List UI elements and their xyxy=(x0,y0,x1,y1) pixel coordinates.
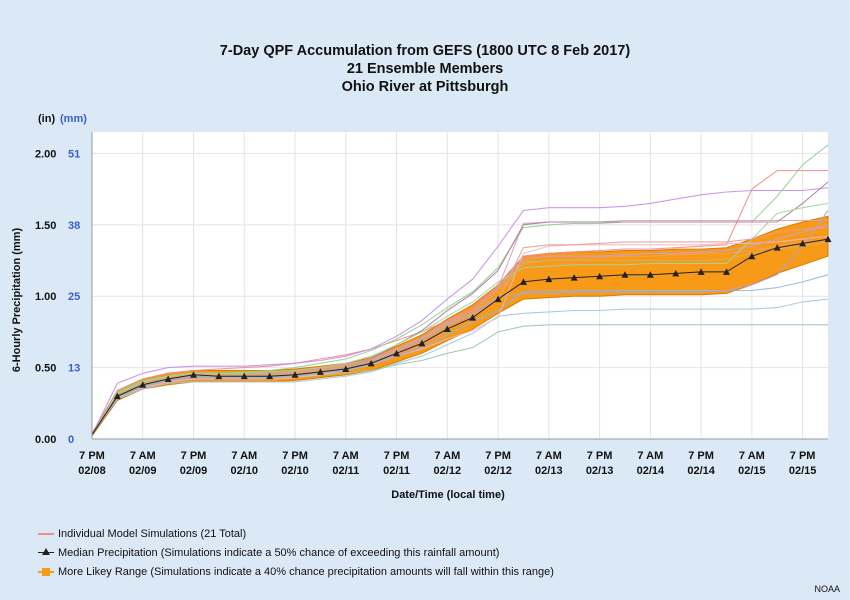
x-tick-label-date-14: 02/15 xyxy=(789,465,817,477)
x-tick-label-time-12: 7 PM xyxy=(688,450,714,462)
y-tick-label-mm-3: 38 xyxy=(68,220,80,232)
median-marker-26 xyxy=(748,252,756,260)
chart-title-line-1: 7-Day QPF Accumulation from GEFS (1800 U… xyxy=(219,43,631,59)
y-tick-label-in-1: 0.50 xyxy=(35,363,56,375)
legend-median-label: Median Precipitation (Simulations indica… xyxy=(58,547,500,559)
median-marker-6 xyxy=(240,372,248,380)
x-tick-label-date-3: 02/10 xyxy=(231,465,259,477)
x-tick-label-time-5: 7 AM xyxy=(333,450,359,462)
member-line-12 xyxy=(91,274,829,436)
median-marker-27 xyxy=(773,244,781,251)
legend-range-label: More Likey Range (Simulations indicate a… xyxy=(58,566,554,578)
x-tick-label-date-5: 02/11 xyxy=(332,465,359,477)
right-axis-unit: (mm) xyxy=(60,113,87,125)
median-marker-15 xyxy=(469,314,477,321)
median-marker-5 xyxy=(215,372,223,380)
median-marker-1 xyxy=(113,392,121,400)
y-tick-label-mm-4: 51 xyxy=(68,148,80,160)
member-line-1 xyxy=(91,187,829,435)
median-marker-28 xyxy=(799,239,807,247)
median-marker-19 xyxy=(570,274,578,281)
legend-members-label: Individual Model Simulations (21 Total) xyxy=(58,528,247,540)
legend-item-range: More Likey Range (Simulations indicate a… xyxy=(38,566,554,578)
median-marker-7 xyxy=(266,372,274,380)
legend-median-swatch xyxy=(38,547,54,559)
x-tick-label-time-8: 7 PM xyxy=(485,450,511,462)
median-marker-4 xyxy=(190,371,198,378)
precipitation-chart: (in) (mm) 6-Hourly Precipitation (mm) Da… xyxy=(11,113,832,501)
median-marker-10 xyxy=(342,365,350,373)
median-marker-11 xyxy=(367,359,375,367)
median-marker-8 xyxy=(291,371,299,378)
x-tick-label-date-1: 02/09 xyxy=(129,465,157,477)
y-tick-label-mm-1: 13 xyxy=(68,363,80,375)
median-marker-3 xyxy=(164,375,172,383)
x-tick-label-time-2: 7 PM xyxy=(181,450,207,462)
median-marker-13 xyxy=(418,339,426,347)
y-tick-label-in-4: 2.00 xyxy=(35,148,56,160)
median-marker-24 xyxy=(697,268,705,275)
median-marker-21 xyxy=(621,271,629,278)
median-marker-12 xyxy=(393,349,401,357)
member-line-8 xyxy=(91,235,829,436)
left-axis-unit: (in) xyxy=(38,113,55,125)
x-axis-label: Date/Time (local time) xyxy=(391,489,505,501)
x-tick-label-date-12: 02/14 xyxy=(687,465,715,477)
chart-title-line-2: 21 Ensemble Members xyxy=(346,61,504,77)
median-marker-18 xyxy=(545,275,553,283)
y-axis-label: 6-Hourly Precipitation (mm) xyxy=(11,228,23,373)
x-tick-label-date-10: 02/13 xyxy=(586,465,614,477)
credit-text: NOAA xyxy=(814,584,840,594)
median-marker-17 xyxy=(519,278,527,285)
x-tick-label-time-9: 7 AM xyxy=(536,450,562,462)
y-tick-label-mm-0: 0 xyxy=(68,434,74,446)
x-tick-label-date-7: 02/12 xyxy=(434,465,462,477)
x-tick-label-time-6: 7 PM xyxy=(384,450,410,462)
x-tick-label-date-0: 02/08 xyxy=(78,465,106,477)
member-line-10 xyxy=(91,202,829,435)
x-tick-label-time-10: 7 PM xyxy=(587,450,613,462)
x-tick-label-time-11: 7 AM xyxy=(637,450,663,462)
median-marker-2 xyxy=(139,381,147,388)
x-tick-label-time-13: 7 AM xyxy=(739,450,765,462)
x-tick-label-date-8: 02/12 xyxy=(484,465,512,477)
x-tick-label-date-4: 02/10 xyxy=(281,465,309,477)
median-marker-29 xyxy=(824,235,832,243)
median-marker-20 xyxy=(596,272,604,280)
x-tick-label-time-1: 7 AM xyxy=(130,450,156,462)
median-line xyxy=(91,238,829,435)
legend-item-members: Individual Model Simulations (21 Total) xyxy=(38,528,246,540)
chart-title-line-3: Ohio River at Pittsburgh xyxy=(341,79,509,95)
x-tick-label-time-7: 7 AM xyxy=(434,450,460,462)
median-marker-22 xyxy=(646,271,654,278)
y-tick-label-in-0: 0.00 xyxy=(35,434,56,446)
y-tick-label-in-2: 1.00 xyxy=(35,291,56,303)
member-line-4 xyxy=(91,298,829,436)
x-tick-label-time-14: 7 PM xyxy=(790,450,816,462)
x-tick-label-time-3: 7 AM xyxy=(231,450,257,462)
x-tick-label-date-11: 02/14 xyxy=(637,465,665,477)
x-tick-label-date-2: 02/09 xyxy=(180,465,208,477)
median-marker-23 xyxy=(672,269,680,277)
x-tick-label-date-6: 02/11 xyxy=(383,465,410,477)
median-marker-16 xyxy=(494,295,502,303)
member-line-13 xyxy=(91,241,829,435)
y-tick-label-mm-2: 25 xyxy=(68,291,80,303)
median-marker-9 xyxy=(316,368,324,375)
member-line-0 xyxy=(91,170,828,435)
median-marker-25 xyxy=(722,268,730,275)
x-tick-label-date-9: 02/13 xyxy=(535,465,563,477)
x-tick-label-time-4: 7 PM xyxy=(282,450,308,462)
legend-members-swatch xyxy=(38,528,54,540)
plot-area xyxy=(91,132,832,440)
legend-range-swatch xyxy=(38,566,54,578)
median-marker-14 xyxy=(443,325,451,333)
x-tick-label-date-13: 02/15 xyxy=(738,465,766,477)
x-tick-label-time-0: 7 PM xyxy=(79,450,105,462)
legend-item-median: Median Precipitation (Simulations indica… xyxy=(38,547,499,559)
y-tick-label-in-3: 1.50 xyxy=(35,220,56,232)
